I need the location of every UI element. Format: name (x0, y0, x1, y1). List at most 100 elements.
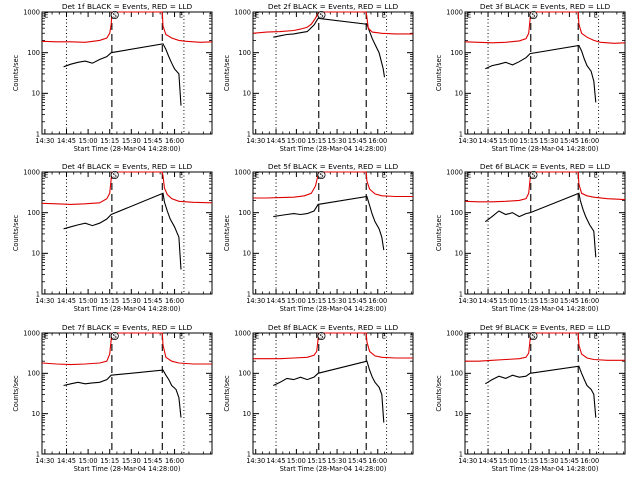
y-axis-label: Counts/sec (435, 375, 443, 412)
x-axis-label: Start Time (28-Mar-04 14:28:00) (492, 465, 599, 473)
x-tick-label: 15:15 (519, 457, 538, 465)
plot-frame (252, 11, 414, 135)
panel-title: Det 8f BLACK = Events, RED = LLD (268, 323, 399, 332)
x-tick-label: 15:15 (307, 137, 326, 145)
x-tick-label: 14:30 (35, 137, 54, 145)
y-tick-label: 100 (450, 370, 463, 378)
y-tick-label: 1000 (446, 329, 463, 337)
x-tick-label: 14:30 (458, 457, 477, 465)
x-tick-label: 14:30 (35, 297, 54, 305)
plot-frame (464, 11, 626, 135)
annotation-label: S (319, 12, 323, 20)
x-tick-label: 14:45 (57, 457, 76, 465)
annotation-label: E (179, 333, 183, 341)
panel-title: Det 5f BLACK = Events, RED = LLD (268, 162, 399, 171)
x-tick-label: 15:30 (328, 137, 347, 145)
y-tick-label: 1 (36, 290, 40, 298)
y-tick-label: 10 (32, 90, 40, 98)
x-tick-label: 15:45 (560, 297, 579, 305)
y-tick-label: 100 (450, 209, 463, 217)
y-tick-label: 10 (243, 250, 251, 258)
series-events-line (63, 369, 182, 418)
x-tick-label: 16:00 (165, 137, 184, 145)
series-lld-line (253, 332, 413, 360)
x-tick-label: 14:45 (267, 137, 286, 145)
series-events-line (485, 365, 597, 418)
y-tick-label: 100 (238, 49, 251, 57)
annotation-label: E (594, 12, 598, 20)
plot-frame (41, 11, 213, 135)
series-lld-line (253, 171, 413, 199)
plot-frame (252, 332, 414, 455)
y-axis-label: Counts/sec (223, 54, 231, 91)
y-axis-label: Counts/sec (435, 214, 443, 251)
x-tick-label: 16:00 (165, 297, 184, 305)
x-axis-label: Start Time (28-Mar-04 14:28:00) (492, 305, 599, 313)
annotation-label: E (382, 333, 386, 341)
x-tick-label: 15:00 (287, 457, 306, 465)
annotation-label: E (382, 172, 386, 180)
plot-frame (41, 171, 213, 295)
y-tick-label: 1 (247, 450, 251, 458)
panel-det-4: Det 4f BLACK = Events, RED = LLD 1 10 100 10… (12, 162, 213, 313)
series-events-line (484, 192, 597, 258)
y-tick-label: 1000 (23, 168, 40, 176)
annotation-label: S (531, 12, 535, 20)
y-tick-label: 1 (459, 450, 463, 458)
y-tick-label: 100 (238, 370, 251, 378)
panel-title: Det 6f BLACK = Events, RED = LLD (480, 162, 611, 171)
x-axis-label: Start Time (28-Mar-04 14:28:00) (74, 465, 181, 473)
x-tick-label: 15:00 (79, 137, 98, 145)
panel-title: Det 3f BLACK = Events, RED = LLD (480, 2, 611, 11)
annotation-circle (110, 170, 119, 179)
y-tick-label: 100 (27, 370, 40, 378)
x-tick-label: 15:00 (287, 137, 306, 145)
y-tick-label: 10 (243, 410, 251, 418)
x-tick-label: 14:45 (57, 137, 76, 145)
panel-det-5: Det 5f BLACK = Events, RED = LLD 1 10 100 10… (223, 162, 414, 313)
y-axis-label: Counts/sec (12, 375, 20, 412)
panel-det-9: Det 9f BLACK = Events, RED = LLD 1 10 100 10… (435, 323, 626, 473)
x-tick-label: 14:45 (267, 457, 286, 465)
series-lld-line (464, 11, 626, 44)
panel-title: Det 2f BLACK = Events, RED = LLD (268, 2, 399, 11)
annotation-label: S (319, 333, 323, 341)
series-lld-line (252, 11, 413, 35)
x-tick-label: 15:30 (540, 297, 559, 305)
x-tick-label: 16:00 (368, 137, 387, 145)
plot-frame (464, 332, 626, 455)
x-axis-label: Start Time (28-Mar-04 14:28:00) (74, 305, 181, 313)
x-tick-label: 15:45 (143, 137, 162, 145)
series-events-line (63, 43, 182, 106)
y-tick-label: 1 (247, 290, 251, 298)
series-events-line (63, 192, 182, 270)
annotation-label: E (382, 12, 386, 20)
y-tick-label: 1 (459, 130, 463, 138)
y-tick-label: 10 (455, 410, 463, 418)
annotation-label: E (467, 333, 471, 341)
y-tick-label: 1 (247, 130, 251, 138)
x-tick-label: 15:15 (307, 297, 326, 305)
series-events-line (485, 44, 597, 103)
annotation-label: E (255, 12, 259, 20)
x-axis-label: Start Time (28-Mar-04 14:28:00) (492, 145, 599, 153)
x-tick-label: 15:00 (79, 297, 98, 305)
annotation-label: S (113, 172, 117, 180)
annotation-circle (110, 10, 119, 19)
x-tick-label: 14:45 (267, 297, 286, 305)
y-tick-label: 1 (36, 450, 40, 458)
annotation-label: S (531, 333, 535, 341)
panel-det-1: Det 1f BLACK = Events, RED = LLD 1 10 100 10… (12, 2, 213, 153)
y-axis-label: Counts/sec (223, 375, 231, 412)
x-tick-label: 15:00 (499, 137, 518, 145)
x-tick-label: 15:45 (143, 457, 162, 465)
series-events-line (273, 360, 385, 423)
y-tick-label: 1000 (234, 168, 251, 176)
panel-title: Det 1f BLACK = Events, RED = LLD (62, 2, 193, 11)
panel-title: Det 4f BLACK = Events, RED = LLD (62, 162, 193, 171)
x-tick-label: 15:15 (100, 297, 119, 305)
x-tick-label: 16:00 (368, 297, 387, 305)
x-tick-label: 15:30 (122, 297, 141, 305)
y-tick-label: 1000 (234, 8, 251, 16)
